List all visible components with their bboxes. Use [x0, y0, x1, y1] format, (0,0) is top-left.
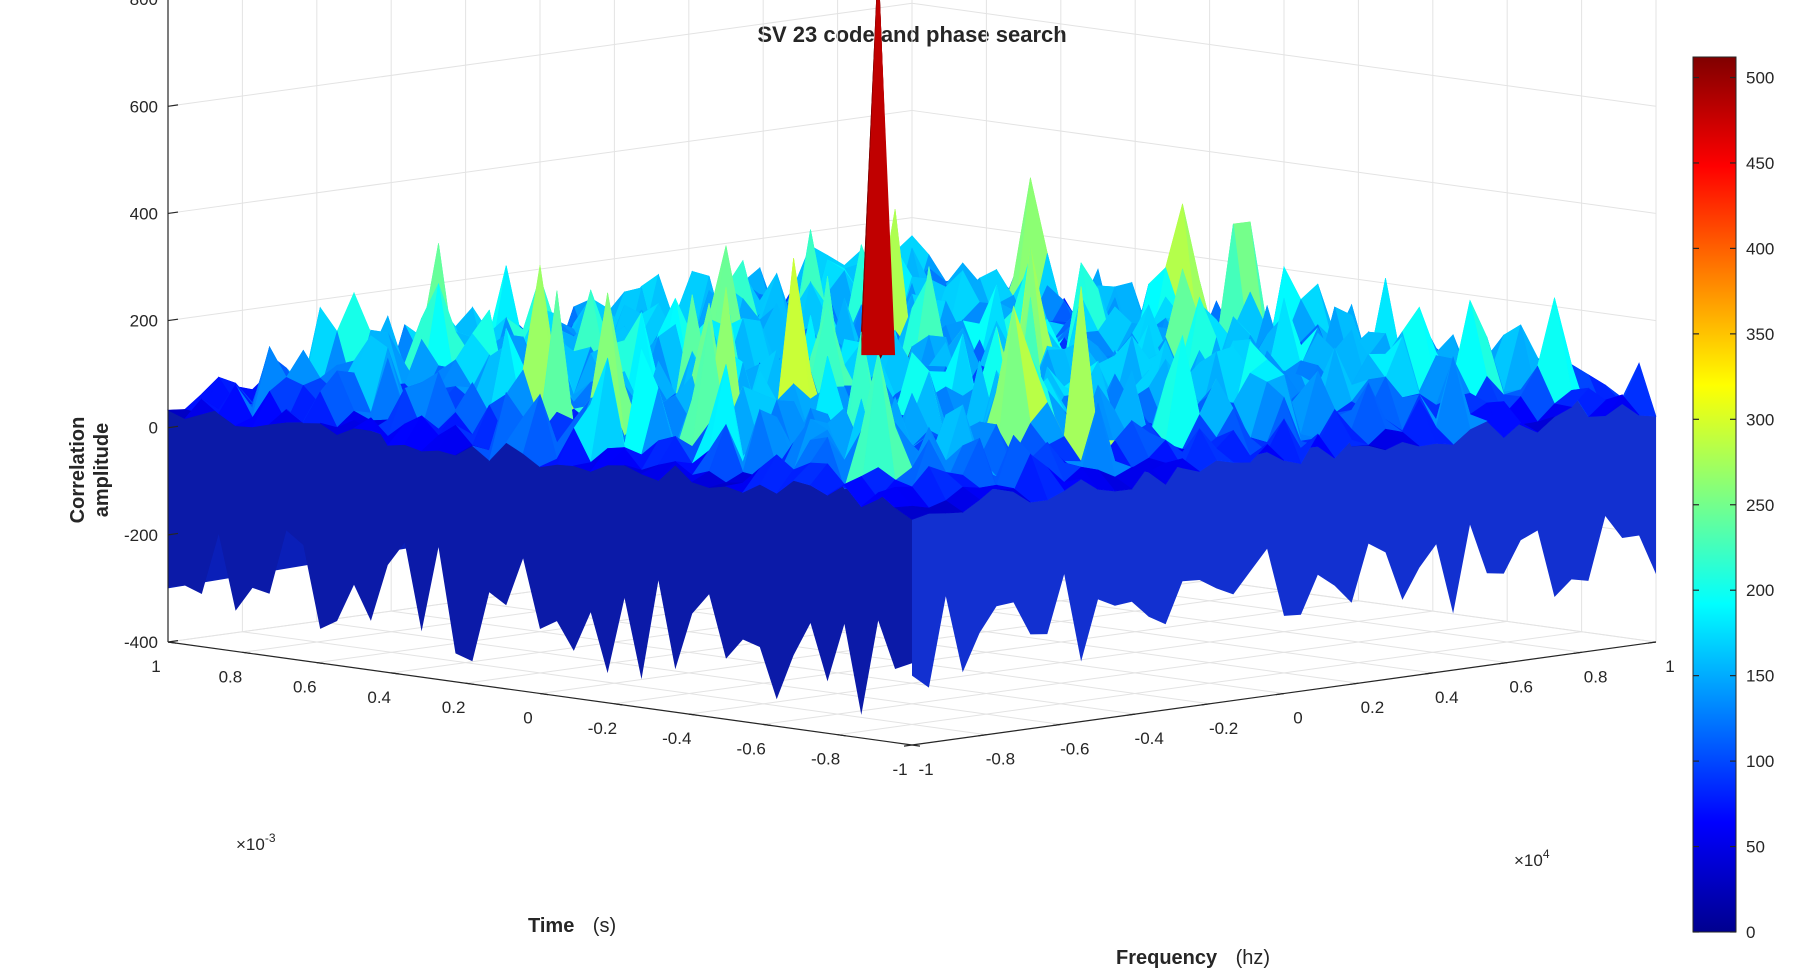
time-tick-mark — [763, 723, 772, 727]
peak-spike — [861, 0, 896, 356]
colorbar-tick-label: 500 — [1746, 69, 1774, 88]
time-tick-label: 0.2 — [442, 698, 466, 717]
y-axis-label-unit: (hz) — [1236, 947, 1270, 969]
time-tick-label: -0.8 — [811, 750, 840, 769]
z-tick-mark — [167, 104, 179, 107]
correlation-surface — [166, 0, 1657, 715]
time-tick-mark — [242, 651, 251, 654]
grid-line — [167, 109, 913, 214]
freq-exponent-power: 4 — [1543, 847, 1550, 861]
x-axis-label-name: Time — [528, 915, 574, 937]
axes: 10008006004002000-200-40010.80.60.40.20-… — [124, 0, 1675, 779]
colorbar-tick-label: 50 — [1746, 838, 1765, 857]
grid-line — [911, 109, 1657, 214]
time-tick-label: 0.6 — [293, 678, 317, 697]
freq-tick-mark — [1127, 713, 1136, 716]
time-exponent: ×10-3 — [236, 831, 276, 854]
freq-tick-label: -0.8 — [986, 750, 1015, 769]
grid-line — [242, 631, 987, 736]
freq-tick-label: -0.2 — [1209, 719, 1238, 738]
time-tick-label: -0.4 — [662, 729, 691, 748]
freq-tick-label: 1 — [1665, 657, 1674, 676]
freq-exponent-base: ×10 — [1514, 851, 1543, 870]
time-tick-label: 0.4 — [367, 688, 391, 707]
freq-tick-label: 0.8 — [1584, 667, 1608, 686]
y-axis-label-name: Frequency — [1116, 947, 1218, 969]
time-tick-label: 0 — [523, 709, 532, 728]
freq-tick-mark — [1052, 723, 1061, 727]
grid-line — [911, 2, 1657, 107]
freq-tick-label: 0.4 — [1435, 688, 1459, 707]
freq-tick-mark — [1573, 651, 1582, 654]
z-axis-label: Correlation amplitude — [67, 417, 113, 524]
z-tick-label: 0 — [149, 419, 158, 438]
time-tick-mark — [614, 703, 623, 706]
time-tick-label: -1 — [892, 760, 907, 779]
freq-tick-mark — [1424, 672, 1433, 675]
freq-tick-label: -0.6 — [1060, 739, 1089, 758]
time-exponent-power: -3 — [265, 831, 276, 845]
colorbar-tick-label: 400 — [1746, 239, 1774, 258]
freq-tick-mark — [1275, 692, 1285, 696]
time-tick-mark — [688, 713, 697, 716]
freq-exponent: ×104 — [1514, 847, 1550, 870]
z-tick-mark — [167, 532, 179, 536]
grid-line — [391, 610, 1136, 715]
peak-spike — [861, 0, 877, 356]
time-tick-mark — [391, 672, 400, 675]
freq-tick-mark — [903, 744, 913, 747]
freq-tick-label: 0.6 — [1509, 678, 1533, 697]
z-tick-label: 600 — [130, 97, 158, 116]
z-tick-label: 200 — [130, 312, 158, 331]
z-axis-label-line2: amplitude — [91, 423, 113, 517]
freq-tick-mark — [1647, 641, 1657, 644]
colorbar-tick-label: 0 — [1746, 923, 1755, 942]
time-exponent-base: ×10 — [236, 835, 265, 854]
y-axis-label: Frequency (hz) — [1116, 947, 1270, 969]
z-tick-mark — [167, 425, 179, 429]
time-tick-mark — [465, 682, 474, 685]
colorbar-tick-label: 100 — [1746, 752, 1774, 771]
x-axis-label-unit: (s) — [593, 915, 616, 937]
colorbar-tick-label: 300 — [1746, 410, 1774, 429]
time-tick-label: 0.8 — [219, 667, 243, 686]
z-tick-label: 800 — [130, 0, 158, 9]
z-tick-mark — [167, 211, 179, 215]
z-tick-label: -200 — [124, 526, 158, 545]
freq-tick-mark — [1201, 703, 1210, 706]
freq-tick-label: -1 — [918, 760, 933, 779]
grid-line — [465, 600, 1210, 705]
colorbar-gradient — [1692, 56, 1737, 933]
z-tick-mark — [167, 318, 179, 322]
time-tick-label: -0.6 — [737, 739, 766, 758]
time-tick-label: 1 — [151, 657, 160, 676]
colorbar-tick-label: 350 — [1746, 325, 1774, 344]
time-tick-mark — [167, 641, 177, 644]
freq-tick-mark — [1499, 662, 1508, 665]
freq-tick-label: -0.4 — [1135, 729, 1164, 748]
z-axis-label-line1: Correlation — [67, 417, 89, 524]
time-tick-mark — [316, 662, 325, 665]
grid-line — [316, 620, 1061, 725]
x-axis-label: Time (s) — [528, 915, 616, 937]
time-tick-mark — [837, 734, 846, 737]
surface-skirt — [168, 398, 912, 715]
z-tick-label: -400 — [124, 633, 158, 652]
grid-line — [167, 2, 913, 107]
surface-cell — [894, 505, 930, 520]
z-tick-label: 400 — [130, 204, 158, 223]
colorbar-tick-label: 200 — [1746, 581, 1774, 600]
time-tick-label: -0.2 — [588, 719, 617, 738]
colorbar-tick-label: 150 — [1746, 667, 1774, 686]
surface-skirt — [912, 388, 1656, 688]
time-tick-mark — [539, 692, 549, 696]
freq-tick-mark — [1350, 682, 1359, 685]
colorbar-tick-label: 250 — [1746, 496, 1774, 515]
freq-tick-label: 0.2 — [1361, 698, 1385, 717]
colorbar-tick-label: 450 — [1746, 154, 1774, 173]
freq-tick-mark — [978, 734, 987, 737]
freq-tick-label: 0 — [1293, 709, 1302, 728]
